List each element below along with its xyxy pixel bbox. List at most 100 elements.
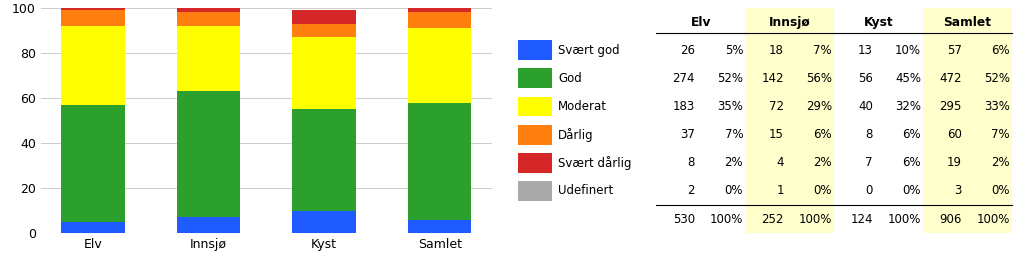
Text: 52%: 52%: [717, 72, 743, 85]
Text: 295: 295: [939, 100, 962, 113]
Text: 19: 19: [946, 156, 962, 169]
FancyBboxPatch shape: [786, 177, 834, 205]
Text: 45%: 45%: [895, 72, 921, 85]
Text: 7%: 7%: [814, 44, 832, 57]
Text: 0%: 0%: [814, 184, 832, 197]
Text: 8: 8: [688, 156, 695, 169]
FancyBboxPatch shape: [923, 8, 1012, 36]
FancyBboxPatch shape: [745, 8, 834, 36]
Bar: [61, 6, 125, 10]
Text: 6%: 6%: [902, 128, 921, 141]
Text: Samlet: Samlet: [943, 16, 991, 29]
Bar: [177, 8, 240, 12]
Text: Moderat: Moderat: [558, 100, 607, 113]
Bar: [61, 105, 125, 222]
FancyBboxPatch shape: [518, 125, 552, 144]
Text: 56: 56: [857, 72, 873, 85]
Text: 29%: 29%: [806, 100, 832, 113]
Bar: [292, 109, 356, 211]
Text: 8: 8: [866, 128, 873, 141]
Text: 32%: 32%: [895, 100, 921, 113]
Bar: [61, 26, 125, 105]
Text: 37: 37: [681, 128, 695, 141]
FancyBboxPatch shape: [923, 36, 964, 64]
Bar: [292, 211, 356, 233]
Text: God: God: [558, 72, 583, 85]
Text: 0: 0: [866, 184, 873, 197]
Text: 274: 274: [672, 72, 695, 85]
Text: 56%: 56%: [806, 72, 832, 85]
FancyBboxPatch shape: [518, 153, 552, 173]
Text: 142: 142: [761, 72, 784, 85]
Text: 26: 26: [680, 44, 695, 57]
Bar: [61, 222, 125, 233]
Text: 57: 57: [946, 44, 962, 57]
Text: 100%: 100%: [798, 213, 832, 226]
Text: 13: 13: [857, 44, 873, 57]
Text: 124: 124: [850, 213, 873, 226]
FancyBboxPatch shape: [923, 92, 964, 121]
Bar: [177, 26, 240, 91]
Text: 100%: 100%: [976, 213, 1010, 226]
FancyBboxPatch shape: [786, 64, 834, 92]
Text: 2%: 2%: [814, 156, 832, 169]
Bar: [292, 24, 356, 37]
FancyBboxPatch shape: [786, 121, 834, 149]
Text: 100%: 100%: [710, 213, 743, 226]
Bar: [292, 37, 356, 109]
FancyBboxPatch shape: [518, 181, 552, 201]
FancyBboxPatch shape: [518, 97, 552, 116]
Text: Svært dårlig: Svært dårlig: [558, 156, 632, 170]
Text: 2%: 2%: [725, 156, 743, 169]
Text: Dårlig: Dårlig: [558, 128, 594, 142]
Text: Innsjø: Innsjø: [769, 16, 810, 29]
Text: 0%: 0%: [991, 184, 1010, 197]
Text: 4: 4: [777, 156, 784, 169]
FancyBboxPatch shape: [964, 205, 1012, 233]
FancyBboxPatch shape: [745, 177, 786, 205]
FancyBboxPatch shape: [923, 205, 964, 233]
FancyBboxPatch shape: [518, 40, 552, 60]
Text: 15: 15: [770, 128, 784, 141]
Text: 7%: 7%: [991, 128, 1010, 141]
Bar: [408, 12, 471, 28]
Text: 252: 252: [761, 213, 784, 226]
FancyBboxPatch shape: [518, 68, 552, 88]
FancyBboxPatch shape: [745, 64, 786, 92]
FancyBboxPatch shape: [964, 92, 1012, 121]
Text: 52%: 52%: [984, 72, 1010, 85]
Text: 3: 3: [955, 184, 962, 197]
Bar: [177, 12, 240, 26]
Text: Svært god: Svært god: [558, 44, 620, 57]
FancyBboxPatch shape: [923, 149, 964, 177]
Text: 40: 40: [857, 100, 873, 113]
Text: 10%: 10%: [895, 44, 921, 57]
Text: 2: 2: [688, 184, 695, 197]
Bar: [61, 10, 125, 26]
Bar: [177, 91, 240, 217]
FancyBboxPatch shape: [964, 121, 1012, 149]
FancyBboxPatch shape: [964, 36, 1012, 64]
FancyBboxPatch shape: [745, 205, 786, 233]
Text: 6%: 6%: [991, 44, 1010, 57]
Text: 7: 7: [866, 156, 873, 169]
Bar: [408, 8, 471, 12]
Text: 5%: 5%: [725, 44, 743, 57]
Bar: [408, 220, 471, 233]
Bar: [292, 10, 356, 24]
Text: 472: 472: [939, 72, 962, 85]
Text: 183: 183: [672, 100, 695, 113]
Text: 530: 530: [672, 213, 695, 226]
FancyBboxPatch shape: [923, 177, 964, 205]
Text: Kyst: Kyst: [864, 16, 893, 29]
Text: Elv: Elv: [691, 16, 711, 29]
Bar: [177, 217, 240, 233]
FancyBboxPatch shape: [745, 36, 786, 64]
Text: 35%: 35%: [717, 100, 743, 113]
Text: 6%: 6%: [902, 156, 921, 169]
FancyBboxPatch shape: [923, 64, 964, 92]
Text: Udefinert: Udefinert: [558, 184, 613, 197]
Text: 2%: 2%: [991, 156, 1010, 169]
Text: 18: 18: [770, 44, 784, 57]
FancyBboxPatch shape: [745, 149, 786, 177]
